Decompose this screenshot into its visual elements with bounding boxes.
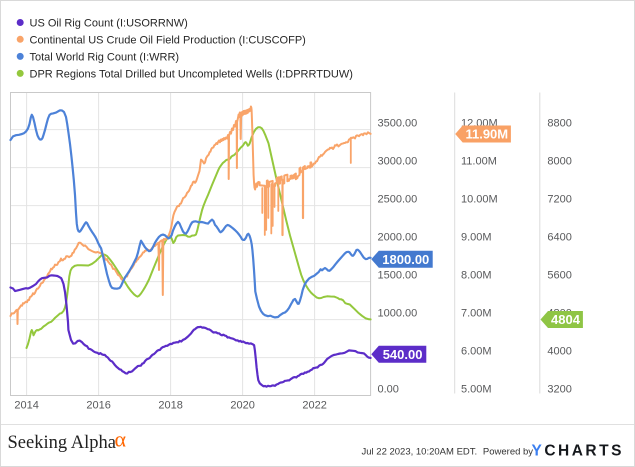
svg-text:DPR Regions Total Drilled but: DPR Regions Total Drilled but Uncomplete… bbox=[30, 68, 353, 80]
svg-text:8000: 8000 bbox=[547, 156, 571, 168]
svg-text:5600: 5600 bbox=[547, 270, 571, 282]
svg-text:10.00M: 10.00M bbox=[461, 194, 498, 206]
svg-text:8.00M: 8.00M bbox=[461, 270, 492, 282]
svg-text:Continental US Crude Oil Field: Continental US Crude Oil Field Productio… bbox=[30, 34, 306, 46]
svg-text:2016: 2016 bbox=[86, 400, 110, 412]
svg-text:2018: 2018 bbox=[158, 400, 182, 412]
svg-text:3500.00: 3500.00 bbox=[378, 118, 418, 130]
svg-text:2014: 2014 bbox=[14, 400, 38, 412]
svg-text:4804: 4804 bbox=[551, 312, 581, 327]
svg-text:6.00M: 6.00M bbox=[461, 346, 492, 358]
svg-text:2500.00: 2500.00 bbox=[378, 194, 418, 206]
svg-text:US Oil Rig Count (I:USORRNW): US Oil Rig Count (I:USORRNW) bbox=[30, 18, 188, 30]
svg-text:Jul 22 2023, 10:20AM EDT.: Jul 22 2023, 10:20AM EDT. bbox=[362, 447, 478, 458]
svg-text:11.90M: 11.90M bbox=[465, 127, 508, 142]
svg-text:YCHARTS: YCHARTS bbox=[532, 442, 624, 459]
svg-text:2020: 2020 bbox=[230, 400, 254, 412]
svg-text:2022: 2022 bbox=[302, 400, 326, 412]
svg-text:8800: 8800 bbox=[547, 118, 571, 130]
svg-text:7.00M: 7.00M bbox=[461, 308, 492, 320]
svg-text:3200: 3200 bbox=[547, 384, 571, 396]
svg-text:Powered by: Powered by bbox=[483, 447, 533, 458]
svg-text:5.00M: 5.00M bbox=[461, 384, 492, 396]
svg-text:1000.00: 1000.00 bbox=[378, 308, 418, 320]
svg-text:Total World Rig Count (I:WRR): Total World Rig Count (I:WRR) bbox=[30, 51, 180, 63]
svg-text:11.00M: 11.00M bbox=[461, 156, 497, 168]
svg-text:α: α bbox=[115, 427, 127, 452]
svg-text:9.00M: 9.00M bbox=[461, 232, 492, 244]
svg-text:540.00: 540.00 bbox=[383, 347, 423, 362]
svg-text:2000.00: 2000.00 bbox=[378, 232, 418, 244]
svg-text:3000.00: 3000.00 bbox=[378, 156, 418, 168]
svg-text:Seeking Alpha: Seeking Alpha bbox=[8, 433, 116, 453]
svg-text:7200: 7200 bbox=[547, 194, 571, 206]
svg-text:0.00: 0.00 bbox=[378, 384, 399, 396]
svg-text:1800.00: 1800.00 bbox=[382, 252, 429, 267]
svg-text:1500.00: 1500.00 bbox=[378, 270, 418, 282]
svg-text:4000: 4000 bbox=[547, 346, 571, 358]
svg-text:6400: 6400 bbox=[547, 232, 571, 244]
